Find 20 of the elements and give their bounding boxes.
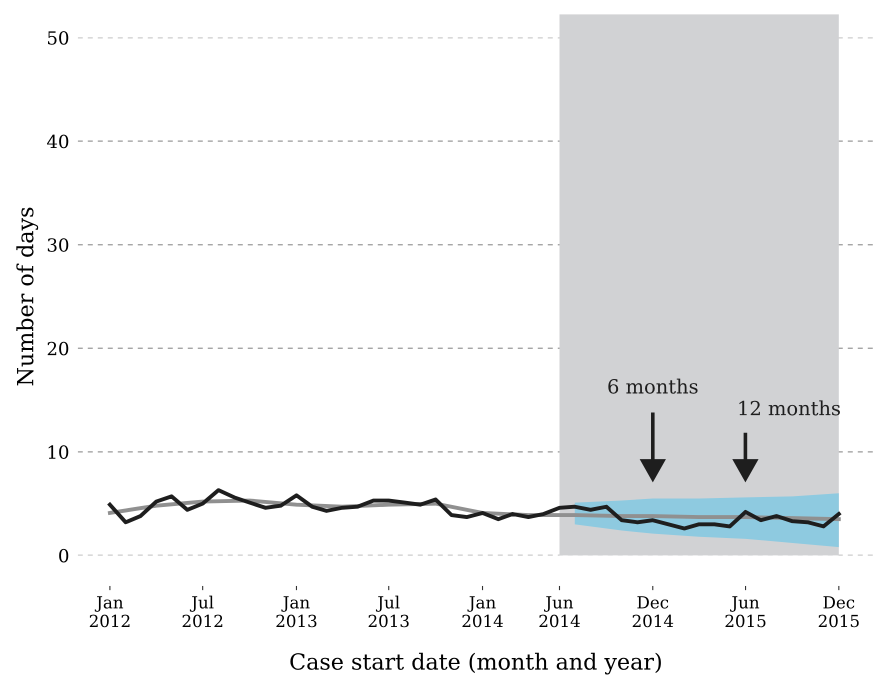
annotation: 6 months (608, 378, 698, 394)
y-tick-label: 0 (59, 548, 68, 563)
y-tick-label: 50 (48, 31, 68, 45)
x-tick-label: Jul 2013 (368, 596, 409, 628)
x-tick-label: Dec 2015 (818, 596, 859, 628)
y-tick-label: 30 (48, 238, 68, 252)
annotation: 12 months (739, 400, 840, 416)
x-axis-title: Case start date (month and year) (290, 652, 661, 675)
line-series (108, 488, 841, 530)
x-tick-label: Dec 2014 (632, 596, 674, 628)
y-tick-label: 20 (48, 342, 68, 356)
x-tick-label: Jan 2014 (462, 596, 503, 628)
x-tick-label: Jul 2012 (182, 596, 222, 628)
y-tick-label: 10 (48, 445, 68, 459)
y-axis-title: Number of days (16, 208, 38, 386)
x-tick-label: Jun 2015 (725, 596, 766, 628)
x-tick-label: Jan 2013 (276, 596, 316, 628)
x-tick-label: Jun 2014 (539, 596, 580, 628)
x-tick-label: Jan 2012 (90, 596, 130, 628)
y-tick-label: 40 (47, 134, 68, 148)
